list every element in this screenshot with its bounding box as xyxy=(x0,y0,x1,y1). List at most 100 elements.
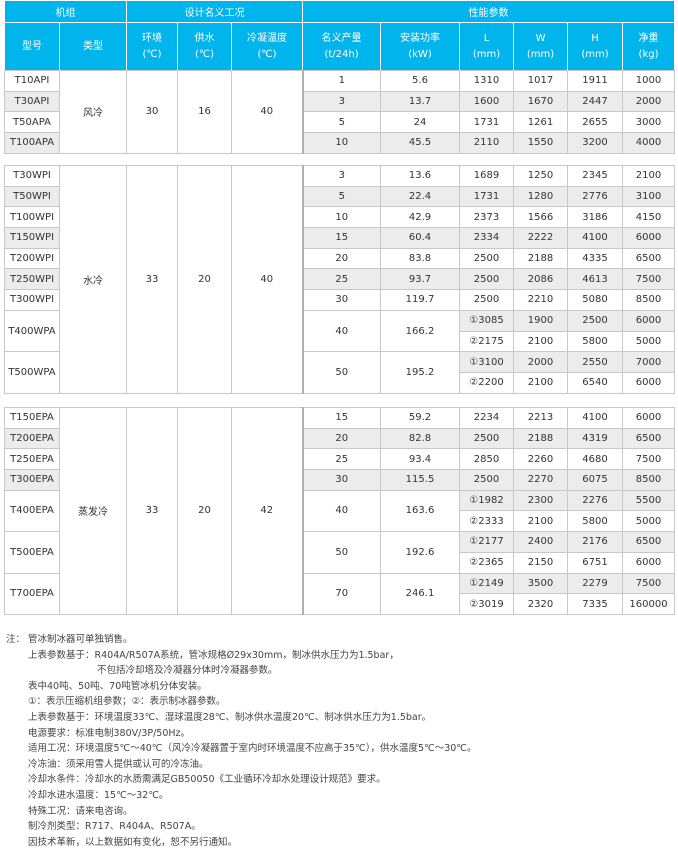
length-cell: 1731 xyxy=(459,111,514,134)
column-name: 类型 xyxy=(83,40,103,52)
model-cell: T50APA xyxy=(4,111,60,134)
column-unit: (℃) xyxy=(194,48,215,60)
power-cell: 42.9 xyxy=(380,206,460,229)
power-cell: 5.6 xyxy=(380,70,460,92)
width-cell: 2270 xyxy=(513,469,568,491)
model-cell: T10API xyxy=(4,70,60,92)
weight-cell: 7500 xyxy=(622,268,675,291)
height-cell: 2276 xyxy=(567,489,623,512)
width-cell: 2188 xyxy=(513,247,568,270)
model-cell: T100APA xyxy=(4,132,60,154)
width-cell: 2222 xyxy=(513,227,568,249)
note-line: 电源要求：标准电制380V/3P/50Hz。 xyxy=(6,726,476,742)
power-cell: 166.2 xyxy=(380,309,460,353)
supply-temp-cell: 16 xyxy=(177,70,232,154)
weight-cell: 7500 xyxy=(622,572,675,595)
note-text: 制冷剂类型：R717、R404A、R507A。 xyxy=(28,821,201,833)
model-cell: T30API xyxy=(4,90,60,113)
capacity-cell: 5 xyxy=(301,111,381,134)
width-cell: 2086 xyxy=(513,268,568,291)
model-cell: T500WPA xyxy=(4,351,60,394)
capacity-cell: 15 xyxy=(301,407,381,429)
note-line: 特殊工况：请来电咨询。 xyxy=(6,804,476,820)
height-cell: 2447 xyxy=(567,90,623,113)
weight-cell: 2100 xyxy=(622,165,675,187)
power-cell: 195.2 xyxy=(380,351,460,394)
width-cell: 2213 xyxy=(513,407,568,429)
note-label: 注： xyxy=(6,634,26,645)
column-unit: (mm) xyxy=(526,48,555,60)
width-cell: 1550 xyxy=(513,132,568,154)
height-cell: 2279 xyxy=(567,572,623,595)
column-unit: (℃) xyxy=(142,48,162,60)
note-line: 上表参数基于：环境温度33℃、湿球温度28℃、制冰供水温度20℃、制冰供水压力为… xyxy=(6,710,476,726)
length-cell: ①2177 xyxy=(459,531,514,553)
length-cell: 2850 xyxy=(459,448,514,471)
width-cell: 1670 xyxy=(513,90,568,113)
weight-cell: 1000 xyxy=(622,70,675,92)
height-cell: 5800 xyxy=(567,510,623,533)
height-cell: 5080 xyxy=(567,289,623,311)
ambient-temp-cell: 33 xyxy=(126,407,178,615)
width-cell: 1566 xyxy=(513,206,568,229)
width-cell: 2320 xyxy=(513,593,568,615)
table-row: ②2365 2150 6751 6000 xyxy=(5,551,675,574)
capacity-cell: 5 xyxy=(301,185,381,208)
type-cell: 风冷 xyxy=(59,70,127,154)
column-header: 类型 xyxy=(59,22,127,71)
note-line: 表中40吨、50吨、70吨管冰机分体安装。 xyxy=(6,679,476,695)
width-cell: 2210 xyxy=(513,289,568,311)
height-cell: 6751 xyxy=(567,551,623,574)
height-cell: 2776 xyxy=(567,185,623,208)
height-cell: 3200 xyxy=(567,132,623,154)
height-cell: 2176 xyxy=(567,531,623,553)
width-cell: 2260 xyxy=(513,448,568,471)
group-perf-header: 性能参数 xyxy=(302,0,676,23)
note-line: 注： 管冰制冰器可单独销售。 xyxy=(6,632,476,648)
length-cell: ②3019 xyxy=(459,593,514,615)
power-cell: 60.4 xyxy=(380,227,460,249)
length-cell: 2334 xyxy=(459,227,514,249)
height-cell: 6075 xyxy=(567,469,623,491)
type-cell: 蒸发冷 xyxy=(59,407,127,615)
capacity-cell: 20 xyxy=(301,427,381,450)
table-row: ②3019 2320 7335 160000 xyxy=(5,593,675,615)
length-cell: ①3085 xyxy=(459,309,514,332)
column-name: 净重 xyxy=(638,32,659,44)
spec-table-header: 机组 设计名义工况 性能参数 型号 类型 环境 (℃) 供水 (℃) 冷凝温度 (℃) 名义产量… xyxy=(4,0,676,71)
power-cell: 13.7 xyxy=(380,90,460,113)
capacity-cell: 50 xyxy=(301,351,381,394)
column-name: 安装功率 xyxy=(400,32,441,44)
weight-cell: 6000 xyxy=(622,551,675,574)
width-cell: 2188 xyxy=(513,427,568,450)
model-cell: T150EPA xyxy=(4,407,60,429)
column-header: 冷凝温度 (℃) xyxy=(230,22,304,71)
weight-cell: 5500 xyxy=(622,489,675,512)
note-text: 适用工况：环境温度5℃～40℃（风冷冷凝器置于室内时环境温度不应高于35℃），供… xyxy=(28,743,477,755)
model-cell: T100WPI xyxy=(4,206,60,229)
column-header: L (mm) xyxy=(459,22,515,71)
length-cell: 1731 xyxy=(459,185,514,208)
power-cell: 22.4 xyxy=(380,185,460,208)
note-text: 冷却水进水温度：15℃～32℃。 xyxy=(28,789,169,801)
column-header: 型号 xyxy=(4,22,60,71)
capacity-cell: 40 xyxy=(301,489,381,533)
width-cell: 1017 xyxy=(513,70,568,92)
weight-cell: 8500 xyxy=(622,289,675,311)
column-unit: (mm) xyxy=(581,48,609,60)
table-row: T500EPA 50 192.6 ①2177 2400 2176 6500 xyxy=(4,531,675,574)
model-cell: T400WPA xyxy=(4,309,60,353)
weight-cell: 4000 xyxy=(622,132,675,154)
weight-cell: 6000 xyxy=(622,407,675,429)
length-cell: ②2200 xyxy=(459,371,514,394)
note-line: 上表参数基于：R404A/R507A系统，管冰规格Ø29x30mm，制冰供水压力… xyxy=(6,648,476,664)
column-unit: (kg) xyxy=(638,48,659,60)
column-name: L xyxy=(483,32,490,44)
note-text: 上表参数基于：环境温度33℃、湿球温度28℃、制冰供水温度20℃、制冰供水压力为… xyxy=(28,711,432,723)
column-header: H (mm) xyxy=(567,22,624,71)
height-cell: 2345 xyxy=(567,165,623,187)
table-row: ②2200 2100 6540 6000 xyxy=(5,371,675,394)
width-cell: 2100 xyxy=(513,371,568,394)
column-header: 安装功率 (kW) xyxy=(380,22,461,71)
note-line: 制冷剂类型：R717、R404A、R507A。 xyxy=(6,819,476,835)
